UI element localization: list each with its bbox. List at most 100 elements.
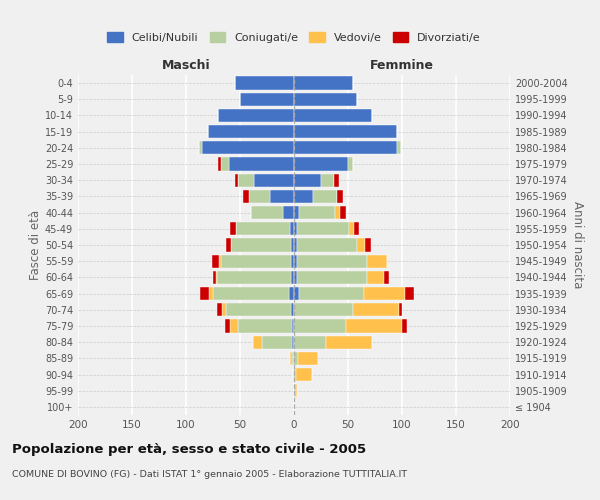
Bar [365,238,371,252]
Bar [294,368,296,381]
Legend: Celibi/Nubili, Coniugati/e, Vedovi/e, Divorziati/e: Celibi/Nubili, Coniugati/e, Vedovi/e, Di… [103,28,485,48]
Bar [230,222,236,235]
Text: COMUNE DI BOVINO (FG) - Dati ISTAT 1° gennaio 2005 - Elaborazione TUTTITALIA.IT: COMUNE DI BOVINO (FG) - Dati ISTAT 1° ge… [12,470,407,479]
Bar [225,320,230,332]
Bar [293,368,294,381]
Bar [208,125,294,138]
Bar [218,158,221,170]
Bar [238,174,254,187]
Bar [294,109,372,122]
Bar [299,287,364,300]
Bar [294,303,353,316]
Bar [355,222,359,235]
Bar [291,303,294,316]
Bar [232,238,291,252]
Bar [226,303,291,316]
Bar [213,270,216,284]
Bar [253,336,262,349]
Bar [367,270,383,284]
Bar [340,206,346,220]
Bar [405,287,414,300]
Bar [202,141,294,154]
Bar [294,125,397,138]
Bar [349,222,355,235]
Bar [364,287,405,300]
Bar [321,174,334,187]
Bar [399,303,402,316]
Bar [292,320,294,332]
Bar [217,303,221,316]
Bar [294,320,346,332]
Bar [294,92,356,106]
Bar [297,254,367,268]
Bar [294,287,299,300]
Bar [296,368,313,381]
Bar [294,190,313,203]
Bar [283,206,294,220]
Bar [294,254,297,268]
Bar [270,190,294,203]
Bar [402,320,407,332]
Bar [240,92,294,106]
Y-axis label: Fasce di età: Fasce di età [29,210,42,280]
Bar [238,320,292,332]
Bar [298,352,318,365]
Text: Popolazione per età, sesso e stato civile - 2005: Popolazione per età, sesso e stato civil… [12,442,366,456]
Bar [337,190,343,203]
Bar [367,254,387,268]
Bar [294,158,348,170]
Bar [289,287,294,300]
Bar [251,206,283,220]
Bar [397,141,401,154]
Bar [294,174,321,187]
Bar [313,190,337,203]
Bar [335,206,340,220]
Bar [294,76,353,90]
Bar [254,174,294,187]
Bar [294,336,326,349]
Bar [221,254,291,268]
Bar [294,141,397,154]
Text: Femmine: Femmine [370,59,434,72]
Bar [243,190,248,203]
Bar [295,384,297,398]
Bar [236,222,290,235]
Bar [221,303,226,316]
Bar [356,238,365,252]
Bar [346,320,402,332]
Bar [294,352,298,365]
Bar [348,158,353,170]
Bar [334,174,340,187]
Bar [297,238,356,252]
Bar [221,158,229,170]
Bar [297,270,367,284]
Bar [218,109,294,122]
Bar [220,254,221,268]
Bar [199,141,202,154]
Bar [291,238,294,252]
Text: Maschi: Maschi [161,59,211,72]
Bar [290,352,292,365]
Bar [290,222,294,235]
Bar [291,270,294,284]
Bar [294,384,295,398]
Bar [262,336,292,349]
Bar [297,222,349,235]
Bar [294,270,297,284]
Bar [235,174,238,187]
Bar [383,270,389,284]
Bar [230,320,238,332]
Bar [294,222,297,235]
Bar [213,287,289,300]
Bar [291,254,294,268]
Bar [235,76,294,90]
Bar [226,238,232,252]
Bar [353,303,399,316]
Bar [209,287,213,300]
Bar [217,270,291,284]
Bar [248,190,270,203]
Bar [212,254,220,268]
Bar [216,270,217,284]
Bar [294,238,297,252]
Bar [200,287,209,300]
